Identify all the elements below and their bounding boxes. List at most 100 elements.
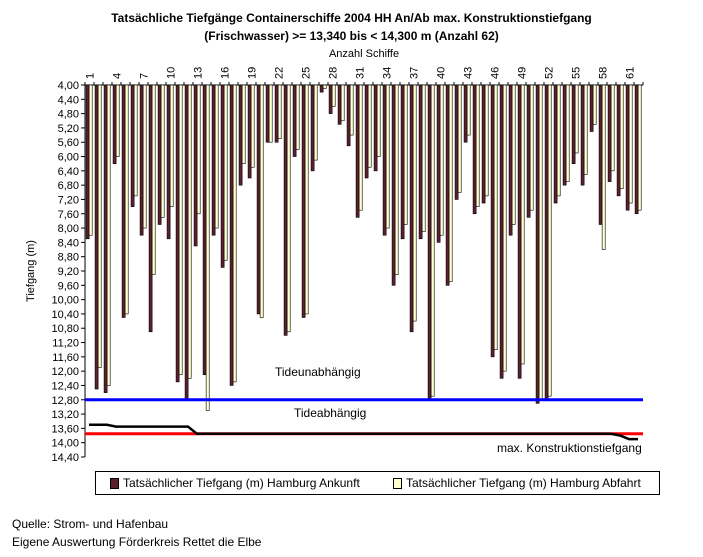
bar-departure (628, 84, 633, 204)
bar-arrival (634, 84, 639, 215)
y-tick-label: 11,60 (52, 352, 79, 364)
bar-arrival (202, 84, 207, 376)
bar-departure (304, 84, 309, 315)
bar-arrival (418, 84, 423, 240)
bar-departure (601, 84, 606, 250)
max-design-draught-line (89, 423, 638, 441)
bar-arrival (490, 84, 495, 358)
bar-arrival (103, 84, 108, 393)
bar-arrival (157, 84, 162, 225)
bar-arrival (247, 84, 252, 179)
bar-departure (259, 84, 264, 318)
bar-departure (439, 84, 444, 236)
bar-arrival (292, 84, 297, 157)
y-axis-title: Tiefgang (m) (25, 240, 37, 302)
bar-arrival (238, 84, 243, 186)
bar-departure (592, 84, 597, 125)
bar-arrival (139, 84, 144, 236)
bar-departure (475, 84, 480, 207)
bar-departure (124, 84, 129, 315)
chart-legend: Tatsächlicher Tiefgang (m) Hamburg Ankun… (95, 471, 660, 495)
y-tick-label: 9,60 (58, 280, 79, 292)
legend-label-departure: Tatsächlicher Tiefgang (m) Hamburg Abfah… (406, 476, 641, 490)
bar-arrival (184, 84, 189, 401)
y-tick-label: 8,40 (58, 237, 79, 249)
bar-departure (367, 84, 372, 168)
y-tick-label: 7,20 (58, 194, 79, 206)
bar-arrival (517, 84, 522, 379)
x-tick-label: 1 (85, 73, 97, 79)
bar-departure (178, 84, 183, 376)
bar-arrival (220, 84, 225, 268)
bar-departure (88, 84, 93, 236)
y-tick-label: 10,00 (51, 295, 79, 307)
bar-departure (151, 84, 156, 275)
bar-departure (97, 84, 102, 368)
bar-departure (556, 84, 561, 197)
bar-arrival (148, 84, 153, 333)
source-line-1: Quelle: Strom- und Hafenbau (12, 517, 169, 531)
bar-departure (133, 84, 138, 197)
bar-arrival (400, 84, 405, 240)
x-tick-label: 58 (598, 67, 610, 79)
bar-departure (223, 84, 228, 261)
bar-departure (142, 84, 147, 229)
y-tick-label: 13,20 (51, 409, 79, 421)
y-tick-label: 6,00 (58, 152, 79, 164)
bar-departure (349, 84, 354, 136)
bar-arrival (85, 84, 90, 240)
bar-departure (115, 84, 120, 157)
bar-arrival (355, 84, 360, 218)
bar-departure (538, 84, 543, 401)
bar-arrival (625, 84, 630, 211)
y-tick-label: 14,00 (51, 438, 79, 450)
x-tick-label: 52 (544, 67, 556, 79)
bar-arrival (454, 84, 459, 200)
bar-arrival (175, 84, 180, 383)
bar-departure (376, 84, 381, 157)
y-tick-label: 4,80 (58, 109, 79, 121)
bar-departure (502, 84, 507, 372)
bar-departure (358, 84, 363, 211)
y-tick-label: 6,40 (58, 166, 79, 178)
bar-departure (565, 84, 570, 182)
y-tick-label: 13,60 (51, 423, 79, 435)
x-tick-label: 46 (490, 67, 502, 79)
bar-departure (205, 84, 210, 411)
bar-departure (196, 84, 201, 215)
x-tick-label: 7 (139, 73, 151, 79)
bar-arrival (598, 84, 603, 225)
bar-departure (511, 84, 516, 225)
bar-departure (286, 84, 291, 333)
bar-departure (529, 84, 534, 211)
y-tick-label: 12,40 (51, 380, 79, 392)
bar-arrival (364, 84, 369, 179)
y-tick-label: 10,40 (51, 309, 79, 321)
bar-departure (322, 84, 327, 89)
bar-arrival (481, 84, 486, 204)
bar-arrival (427, 84, 432, 401)
annotation-max-konstruktionstiefgang: max. Konstruktionstiefgang (497, 441, 642, 455)
bar-arrival (265, 84, 270, 143)
bar-departure (250, 84, 255, 168)
bar-arrival (472, 84, 477, 215)
bar-departure (232, 84, 237, 383)
bar-departure (313, 84, 318, 161)
bar-departure (547, 84, 552, 397)
bar-arrival (580, 84, 585, 186)
x-tick-label: 43 (463, 67, 475, 79)
bar-arrival (508, 84, 513, 236)
bar-arrival (166, 84, 171, 240)
y-tick-label: 9,20 (58, 266, 79, 278)
bar-arrival (382, 84, 387, 236)
bar-departure (583, 84, 588, 175)
bar-departure (412, 84, 417, 322)
y-tick-label: 8,80 (58, 252, 79, 264)
x-tick-label: 31 (355, 67, 367, 79)
bar-arrival (571, 84, 576, 164)
bar-departure (466, 84, 471, 136)
bar-arrival (409, 84, 414, 333)
x-tick-label: 4 (112, 73, 124, 79)
y-tick-label: 10,80 (51, 323, 79, 335)
x-tick-label: 19 (247, 67, 259, 79)
